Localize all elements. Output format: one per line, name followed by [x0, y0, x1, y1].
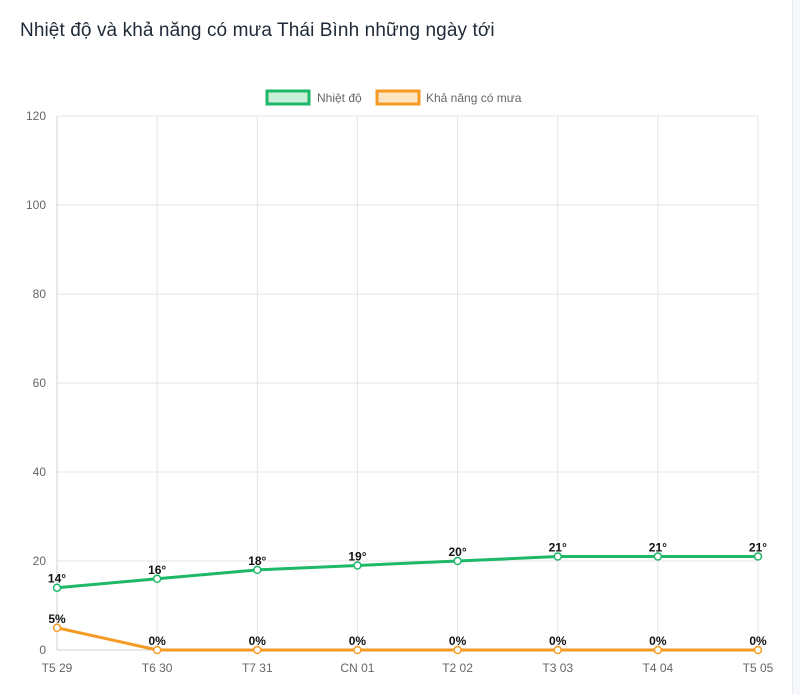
rain-data-point [52, 623, 62, 632]
temperature-data-point [353, 561, 362, 570]
temperature-data-point [553, 552, 562, 561]
rain-data-label: 0% [148, 634, 166, 648]
y-tick-label: 40 [33, 465, 47, 479]
temperature-data-label: 16° [148, 563, 166, 577]
temperature-data-label: 14° [48, 572, 66, 586]
legend-item-temperature-label[interactable]: Nhiệt độ [317, 91, 362, 105]
temperature-data-label: 21° [649, 541, 667, 555]
temperature-data-label: 18° [248, 554, 266, 568]
rain-data-label: 0% [349, 634, 367, 648]
rain-data-label: 0% [749, 634, 767, 648]
y-tick-label: 120 [26, 109, 46, 123]
y-tick-label: 60 [33, 376, 47, 390]
rain-data-point [253, 645, 262, 655]
temperature-data-point [152, 574, 162, 584]
rain-data-label: 5% [48, 612, 66, 626]
x-tick-label: T5 29 [42, 661, 73, 675]
rain-data-point [653, 645, 663, 655]
temperature-data-point [453, 556, 462, 566]
rain-data-label: 0% [649, 634, 667, 648]
y-tick-label: 0 [39, 643, 46, 657]
temperature-data-point [653, 552, 663, 561]
temperature-series-line [56, 555, 758, 590]
x-tick-label: T7 31 [242, 661, 273, 675]
rain-data-label: 0% [549, 634, 567, 648]
x-tick-label: T3 03 [542, 661, 573, 675]
x-tick-label: CN 01 [340, 661, 374, 675]
y-tick-label: 100 [26, 198, 46, 212]
chart-title: Nhiệt độ và khả năng có mưa Thái Bình nh… [20, 20, 495, 41]
rain-data-label: 0% [449, 634, 467, 648]
rain-data-point [152, 645, 162, 655]
temperature-data-label: 20° [448, 545, 466, 559]
rain-data-point [753, 645, 763, 655]
rain-data-point [453, 645, 462, 655]
temperature-data-point [253, 565, 262, 575]
rain-data-label: 0% [249, 634, 267, 648]
rain-data-point [553, 645, 562, 655]
temperature-data-label: 21° [749, 541, 767, 555]
temperature-data-label: 19° [348, 549, 366, 563]
temperature-data-point [753, 552, 763, 561]
y-tick-label: 20 [33, 554, 47, 568]
legend-item-temperature-swatch[interactable] [265, 89, 311, 106]
x-tick-label: T5 05 [743, 661, 774, 675]
rain-series-line [56, 626, 758, 652]
x-tick-label: T4 04 [643, 661, 674, 675]
temperature-data-point [52, 583, 62, 592]
x-tick-label: T6 30 [142, 661, 173, 675]
temperature-data-label: 21° [549, 541, 567, 555]
rain-data-point [353, 645, 362, 655]
legend-item-rain-swatch[interactable] [375, 89, 421, 106]
x-tick-label: T2 02 [442, 661, 473, 675]
y-tick-label: 80 [33, 287, 47, 301]
legend-item-rain-label[interactable]: Khả năng có mưa [426, 91, 522, 105]
